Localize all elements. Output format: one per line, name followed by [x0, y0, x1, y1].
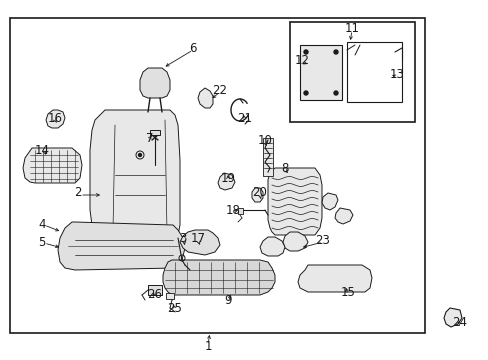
Text: 18: 18 [225, 203, 240, 216]
Bar [165, 293, 174, 299]
Text: 14: 14 [35, 144, 49, 157]
Polygon shape [443, 308, 461, 327]
Text: 6: 6 [189, 41, 196, 54]
Circle shape [138, 153, 141, 157]
Text: 9: 9 [224, 293, 231, 306]
Polygon shape [180, 230, 220, 255]
Text: 2: 2 [74, 186, 81, 199]
Circle shape [304, 91, 307, 95]
Text: 13: 13 [389, 68, 404, 81]
Polygon shape [58, 222, 184, 270]
Text: 1: 1 [204, 341, 211, 354]
Polygon shape [321, 193, 337, 210]
Text: 7: 7 [146, 131, 153, 144]
Text: 15: 15 [340, 287, 355, 300]
Text: 21: 21 [237, 112, 252, 125]
Text: 4: 4 [38, 219, 46, 231]
Polygon shape [267, 168, 321, 235]
Bar [263, 138, 272, 176]
Text: 19: 19 [220, 171, 235, 184]
Bar [10, 18, 424, 333]
Text: 23: 23 [315, 234, 330, 247]
Text: 8: 8 [281, 162, 288, 175]
Text: 20: 20 [252, 186, 267, 199]
Polygon shape [283, 232, 307, 251]
Circle shape [333, 91, 337, 95]
Polygon shape [334, 208, 352, 224]
Polygon shape [260, 237, 285, 256]
Polygon shape [163, 260, 274, 295]
Text: 3: 3 [179, 231, 186, 244]
Text: 26: 26 [147, 288, 162, 302]
Bar [150, 130, 160, 135]
Text: 10: 10 [257, 134, 272, 147]
Text: 5: 5 [38, 237, 45, 249]
Text: 11: 11 [344, 22, 359, 35]
Bar [238, 208, 243, 214]
Bar [289, 22, 414, 122]
Text: 12: 12 [294, 54, 309, 67]
Text: 16: 16 [47, 112, 62, 125]
Polygon shape [140, 68, 170, 98]
Circle shape [333, 50, 337, 54]
Text: 25: 25 [167, 302, 182, 315]
Bar [346, 42, 401, 102]
Polygon shape [90, 110, 180, 238]
Text: 24: 24 [451, 315, 467, 328]
Polygon shape [251, 188, 263, 202]
Polygon shape [218, 173, 235, 190]
Polygon shape [46, 110, 65, 128]
Polygon shape [297, 265, 371, 292]
Bar [299, 45, 341, 100]
Polygon shape [23, 148, 82, 183]
Text: 17: 17 [190, 231, 205, 244]
Text: 22: 22 [212, 84, 227, 96]
Polygon shape [198, 88, 213, 108]
Bar [148, 285, 162, 295]
Circle shape [304, 50, 307, 54]
